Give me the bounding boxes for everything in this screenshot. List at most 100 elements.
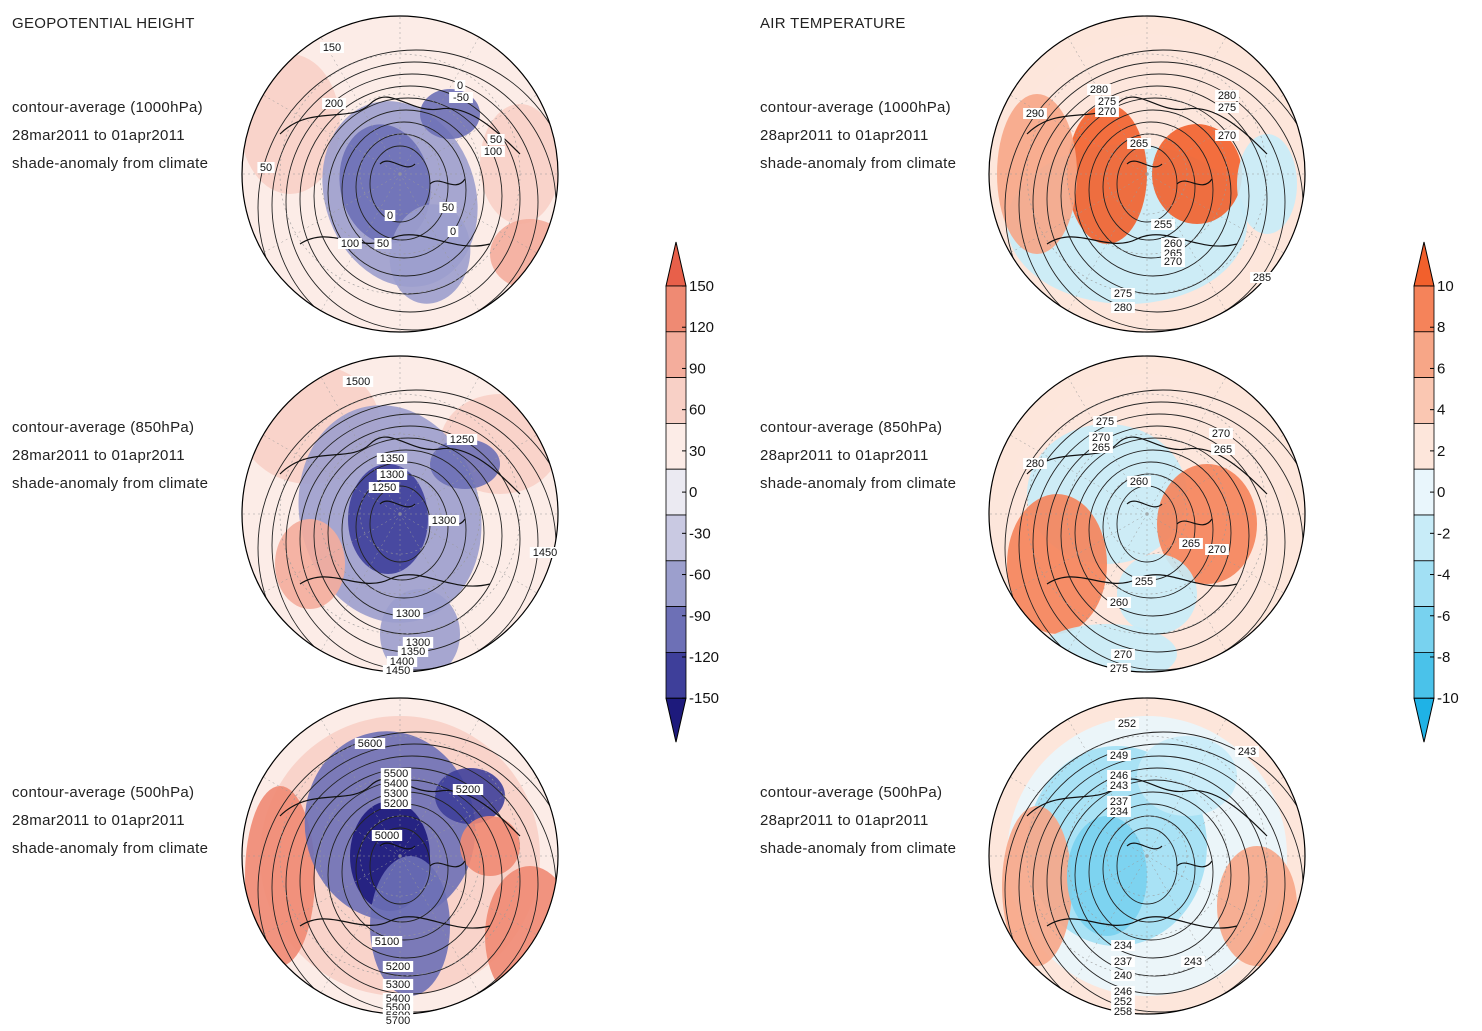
contour-label-bg	[1023, 458, 1047, 469]
contour-label-bg	[371, 936, 403, 947]
colorbar-swatch	[665, 560, 687, 607]
contour-line	[257, 731, 558, 1014]
contour-label: 270	[1208, 544, 1226, 556]
contour-label: 237	[1110, 796, 1128, 808]
contour-label: 1300	[432, 515, 456, 527]
colorbar-tick-label: 6	[1437, 360, 1445, 377]
colorbar-swatch	[665, 377, 687, 424]
contour-label-bg	[380, 778, 412, 789]
contour-line	[1004, 49, 1305, 332]
temp-colorbar: 10 8 6 4 2 0 -2 -4 -6 -8 -10	[1413, 241, 1459, 743]
colorbar-tick-label: 150	[689, 278, 714, 295]
colorbar-tick-label: -6	[1437, 608, 1450, 625]
contour-label-bg	[529, 547, 561, 558]
meridian-line	[1146, 855, 1227, 993]
contour-label-bg	[338, 238, 362, 249]
meridian-line	[399, 37, 480, 175]
anomaly-region	[1037, 624, 1177, 672]
contour-label: 100	[341, 238, 359, 250]
contour-line	[1032, 73, 1286, 331]
contour-label-bg	[376, 453, 408, 464]
contour-label: 285	[1253, 272, 1271, 284]
contour-label: 50	[490, 134, 502, 146]
contour-label-bg	[1107, 597, 1131, 608]
colorbar-tick-label: 0	[689, 484, 697, 501]
colorbar-swatch	[1413, 606, 1435, 653]
map-border	[241, 15, 559, 333]
contour-label: 0	[450, 226, 456, 238]
contour-line	[341, 121, 467, 259]
contour-label: 5300	[384, 788, 408, 800]
contour-label-bg	[382, 979, 414, 990]
contour-line	[1088, 121, 1214, 259]
gph-850-map: 1500125013501300125013001450130013001350…	[241, 355, 561, 677]
contour-label-bg	[1111, 940, 1135, 951]
colorbar-arrow-bottom	[665, 697, 687, 743]
contour-label: 5200	[384, 798, 408, 810]
contour-label: 270	[1164, 256, 1182, 268]
contour-label: 5500	[384, 768, 408, 780]
contour-label-bg	[454, 80, 466, 91]
meridian-line	[399, 94, 537, 175]
contour-label-bg	[481, 146, 505, 157]
meridian-line	[1146, 377, 1227, 515]
coastline	[279, 436, 521, 587]
meridian-line	[263, 776, 401, 857]
contour-label: 50	[260, 162, 272, 174]
colorbar-swatch	[1413, 560, 1435, 607]
contour-label: 5300	[386, 979, 410, 991]
anomaly-region	[460, 816, 520, 876]
contour-label-bg	[1181, 956, 1205, 967]
contour-label-bg	[1250, 272, 1274, 283]
meridian-line	[1146, 94, 1284, 175]
contour-line	[1046, 767, 1268, 995]
contour-line	[1004, 389, 1305, 672]
contour-line	[299, 85, 521, 313]
contour-label-bg	[452, 784, 484, 795]
contour-label-bg	[397, 646, 429, 657]
gph-1000-caption: contour-average (1000hPa) 28mar2011 to 01…	[12, 99, 209, 172]
colorbar-tick-label: -30	[689, 525, 711, 542]
contour-label-bg	[1132, 576, 1156, 587]
gph-heading: GEOPOTENTIAL HEIGHT	[12, 15, 195, 32]
colorbar-tick-label: -10	[1437, 690, 1459, 707]
contour-line	[1032, 413, 1286, 671]
contour-label-bg	[382, 993, 414, 1004]
contour-label-bg	[322, 98, 346, 109]
contour-label: 275	[1110, 663, 1128, 675]
contour-label: 5200	[456, 784, 480, 796]
contour-label: 252	[1118, 718, 1136, 730]
meridian-line	[1146, 173, 1227, 311]
meridian-line	[263, 94, 401, 175]
contour-label-bg	[1093, 416, 1117, 427]
contour-label-bg	[1215, 90, 1239, 101]
contour-label: 265	[1130, 138, 1148, 150]
contour-label-bg	[380, 798, 412, 809]
contour-label-bg	[1107, 770, 1131, 781]
meridian-line	[399, 434, 537, 515]
contour-label: 265	[1182, 538, 1200, 550]
anomaly-region	[1067, 816, 1147, 936]
meridian-line	[1067, 173, 1148, 311]
contour-label: 249	[1110, 750, 1128, 762]
meridian-line	[1010, 513, 1148, 594]
colorbar-tick-label: 4	[1437, 402, 1445, 419]
meridian-line	[1010, 776, 1148, 857]
contour-label-bg	[392, 608, 424, 619]
gph-850-caption: contour-average (850hPa) 28mar2011 to 01a…	[12, 419, 209, 492]
contour-label-bg	[1111, 1006, 1135, 1017]
contour-label-bg	[428, 515, 460, 526]
contour-label: 5000	[375, 830, 399, 842]
contour-label-bg	[1161, 238, 1185, 249]
anomaly-region	[245, 786, 315, 966]
map-field	[989, 698, 1305, 1014]
contour-label: 246	[1114, 986, 1132, 998]
contour-label: 270	[1098, 106, 1116, 118]
meridian-line	[1146, 855, 1284, 936]
colorbar-tick-label: -8	[1437, 649, 1450, 666]
meridian-line	[399, 855, 537, 936]
map-field	[989, 356, 1305, 672]
map-field	[242, 16, 558, 332]
contour-label-bg	[1127, 476, 1151, 487]
contour-label: 270	[1114, 649, 1132, 661]
